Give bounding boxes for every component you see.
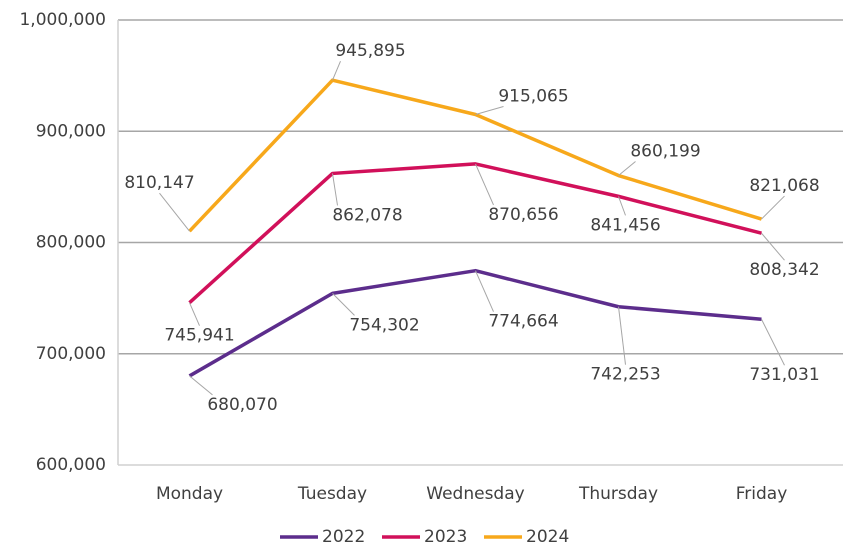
data-label: 774,664 xyxy=(488,312,558,332)
data-label: 810,147 xyxy=(124,173,194,193)
data-label: 680,070 xyxy=(207,395,277,415)
data-label: 841,456 xyxy=(590,215,660,235)
data-label: 808,342 xyxy=(749,260,819,280)
data-label: 754,302 xyxy=(349,315,419,335)
leader-line xyxy=(761,195,785,220)
leader-line xyxy=(332,60,341,81)
leader-line xyxy=(332,173,338,206)
x-tick-label: Monday xyxy=(156,484,223,504)
x-tick-label: Tuesday xyxy=(297,484,367,504)
leader-line xyxy=(618,161,636,176)
series-line xyxy=(188,162,762,304)
legend-label: 2023 xyxy=(424,527,467,547)
leader-line xyxy=(761,232,785,261)
y-tick-label: 700,000 xyxy=(36,344,106,364)
data-label: 742,253 xyxy=(590,365,660,385)
leader-line xyxy=(332,292,355,316)
data-label: 821,068 xyxy=(749,176,819,196)
x-tick-label: Thursday xyxy=(578,484,658,504)
x-tick-label: Wednesday xyxy=(426,484,524,504)
data-label: 745,941 xyxy=(164,326,234,346)
data-label: 860,199 xyxy=(630,142,700,162)
leader-line xyxy=(618,196,626,216)
data-label: 945,895 xyxy=(335,41,405,61)
data-label: 862,078 xyxy=(332,205,402,225)
y-tick-label: 800,000 xyxy=(36,233,106,253)
data-label: 870,656 xyxy=(488,205,558,225)
leader-line xyxy=(475,163,494,206)
legend-label: 2022 xyxy=(322,527,365,547)
y-tick-label: 600,000 xyxy=(36,455,106,475)
data-label: 731,031 xyxy=(749,365,819,385)
leader-line xyxy=(159,192,190,232)
data-label: 915,065 xyxy=(498,86,568,106)
legend-label: 2024 xyxy=(526,527,569,547)
leader-line xyxy=(475,106,504,115)
x-tick-label: Friday xyxy=(736,484,788,504)
y-tick-label: 1,000,000 xyxy=(19,10,106,30)
y-tick-label: 900,000 xyxy=(36,121,106,141)
leader-line xyxy=(189,302,200,326)
series-line xyxy=(188,268,762,378)
leader-line xyxy=(761,319,785,366)
leader-line xyxy=(475,270,494,312)
leader-line xyxy=(189,375,213,396)
leader-line xyxy=(618,306,626,365)
